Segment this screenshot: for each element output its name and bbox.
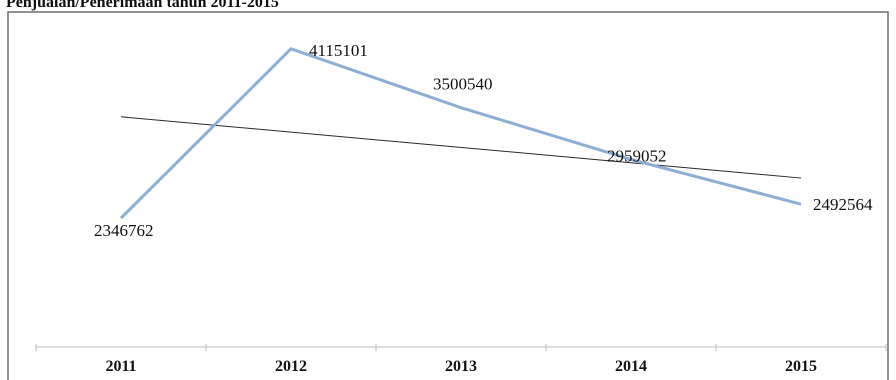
x-axis-tick-labels: 2011 2012 2013 2014 2015 bbox=[105, 358, 817, 375]
x-axis-ticks bbox=[35, 344, 887, 351]
data-label-2013: 3500540 bbox=[433, 75, 493, 94]
x-tick-label-2014: 2014 bbox=[615, 358, 647, 375]
x-tick-label-2012: 2012 bbox=[275, 358, 307, 375]
data-labels: 2346762 4115101 3500540 2959052 2492564 bbox=[94, 41, 873, 240]
series-group bbox=[119, 47, 802, 220]
chart-title: Penjualan/Penerimaan tahun 2011-2015 bbox=[6, 0, 279, 11]
chart-frame bbox=[7, 11, 889, 380]
x-tick-label-2015: 2015 bbox=[785, 358, 817, 375]
data-label-2011: 2346762 bbox=[94, 221, 154, 240]
data-label-2014: 2959052 bbox=[607, 146, 667, 165]
linear-trendline bbox=[120, 116, 802, 179]
x-tick-label-2013: 2013 bbox=[445, 358, 477, 375]
data-label-2015: 2492564 bbox=[813, 195, 873, 214]
x-tick-label-2011: 2011 bbox=[105, 358, 136, 375]
data-label-2012: 4115101 bbox=[309, 41, 368, 60]
